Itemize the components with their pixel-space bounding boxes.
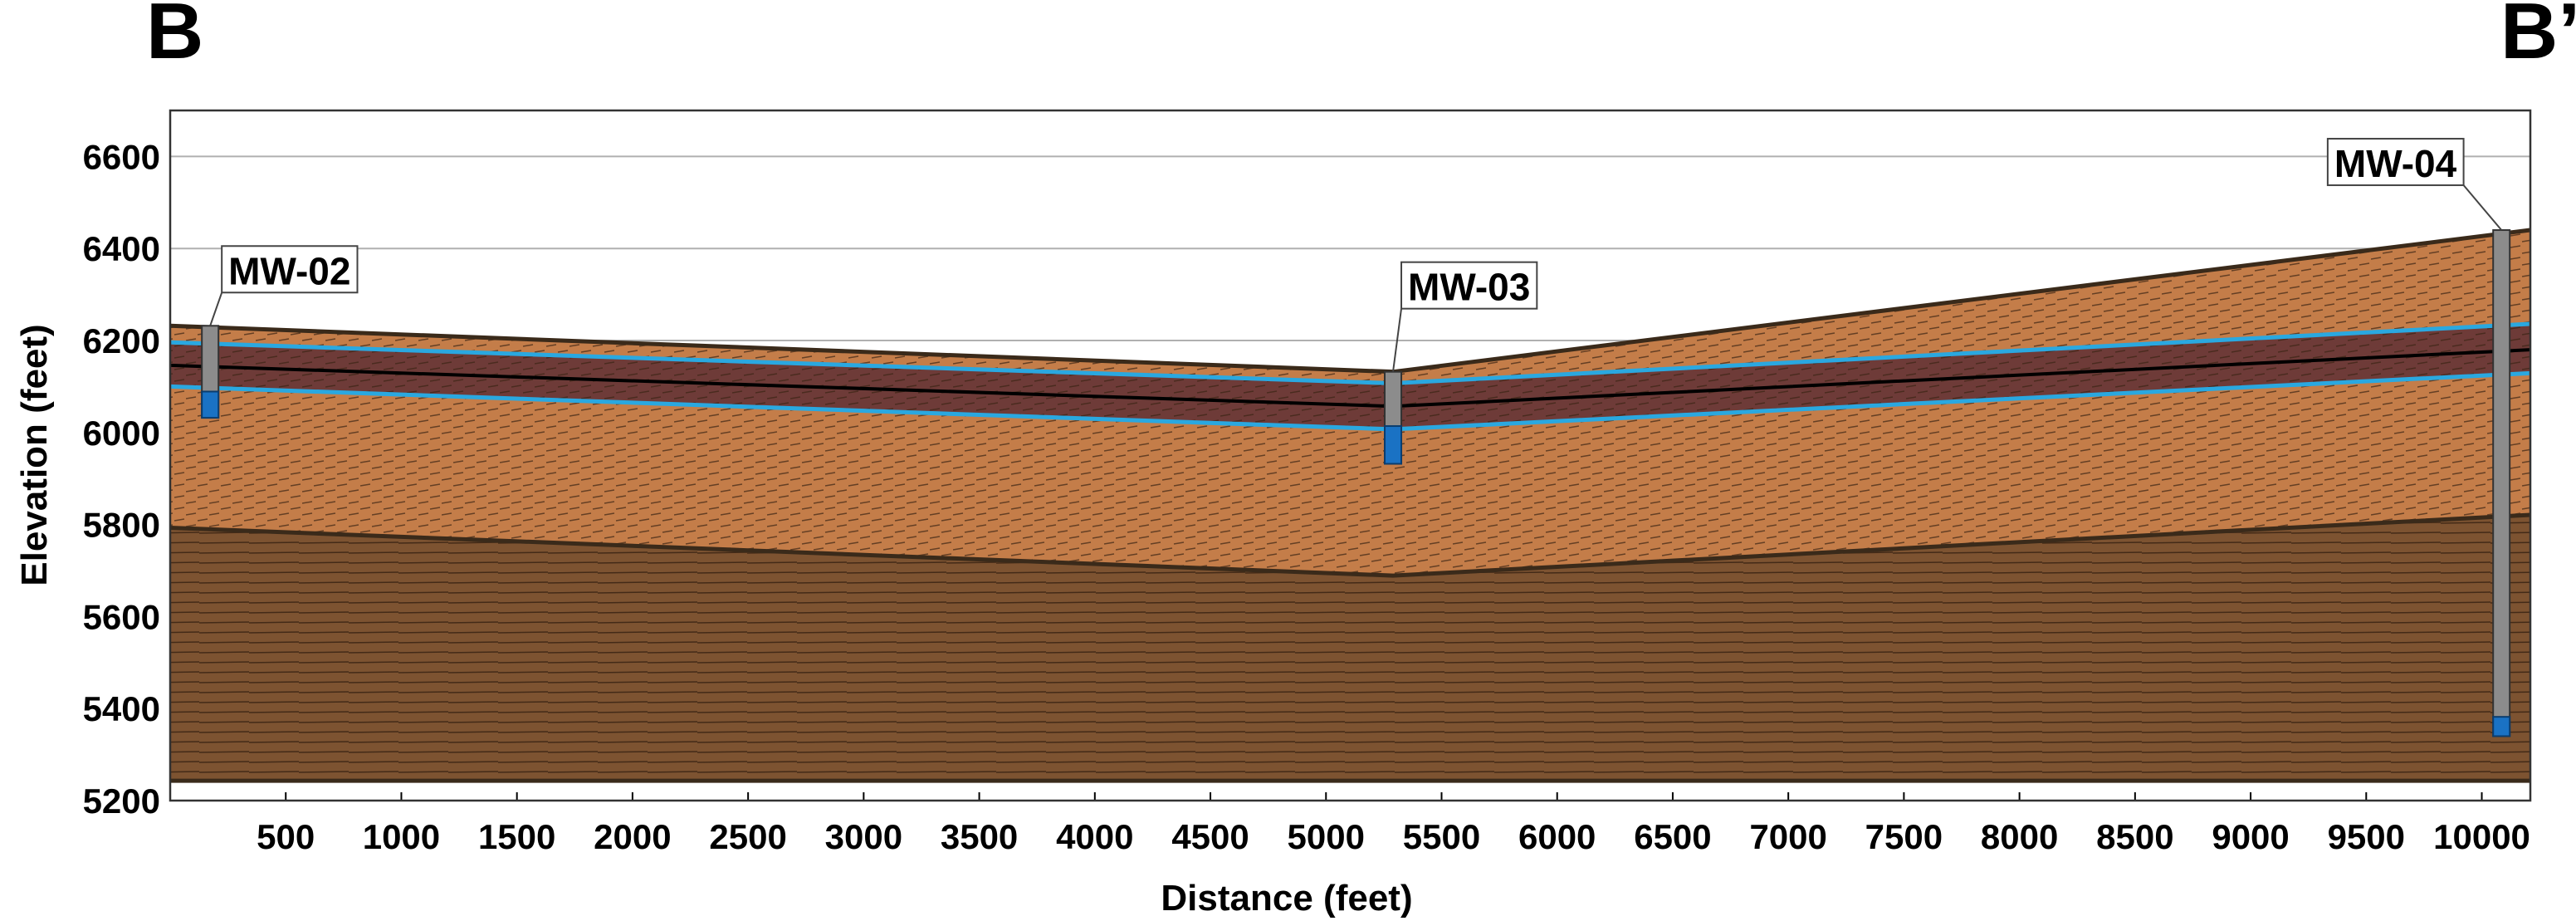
layer-hatch xyxy=(170,350,2530,429)
plot-frame xyxy=(169,109,2532,802)
well-label: MW-02 xyxy=(228,249,350,292)
x-tick-label: 5500 xyxy=(1403,817,1480,856)
x-tick-label: 2500 xyxy=(709,817,786,856)
y-tick-label: 5200 xyxy=(83,781,160,821)
x-tick-label: 9000 xyxy=(2212,817,2289,856)
y-tick-label: 5800 xyxy=(83,506,160,545)
start-label: B xyxy=(146,0,203,76)
x-axis-label: Distance (feet) xyxy=(1161,878,1412,919)
well-casing xyxy=(2492,229,2511,737)
well-leader xyxy=(209,291,223,326)
x-tick-label: 1000 xyxy=(363,817,440,856)
y-axis-label: Elevation (feet) xyxy=(14,324,55,585)
x-tick-label: 6000 xyxy=(1518,817,1596,856)
layer-hatch xyxy=(170,373,2530,576)
y-tick-label: 6200 xyxy=(83,321,160,360)
x-tick-label: 7000 xyxy=(1749,817,1826,856)
x-tick-label: 5000 xyxy=(1288,817,1365,856)
x-tick-label: 3500 xyxy=(941,817,1018,856)
well-screen xyxy=(2492,716,2511,737)
layer-hatch xyxy=(170,514,2530,781)
y-tick-label: 6600 xyxy=(83,137,160,176)
well-screen xyxy=(1384,425,1403,465)
y-tick-label: 6400 xyxy=(83,229,160,268)
x-tick-label: 8000 xyxy=(1981,817,2058,856)
well-screen xyxy=(201,390,220,419)
x-tick-label: 500 xyxy=(257,817,315,856)
well-label-box xyxy=(221,245,359,294)
well-label: MW-04 xyxy=(2334,142,2457,185)
x-tick-label: 2000 xyxy=(594,817,671,856)
x-tick-label: 10000 xyxy=(2433,817,2530,856)
well-label-box xyxy=(2326,138,2465,187)
well-label-box xyxy=(1400,261,1538,310)
well-leader xyxy=(1392,308,1403,372)
well-label: MW-03 xyxy=(1408,266,1530,309)
section xyxy=(170,228,2530,783)
well-leader xyxy=(2462,184,2502,231)
x-tick-label: 1500 xyxy=(478,817,555,856)
y-tick-label: 5400 xyxy=(83,689,160,728)
y-tick-label: 6000 xyxy=(83,414,160,453)
x-tick-label: 8500 xyxy=(2096,817,2173,856)
x-tick-label: 3000 xyxy=(825,817,902,856)
y-tick-label: 5600 xyxy=(83,597,160,636)
layer-hatch xyxy=(170,230,2530,384)
layer-hatch xyxy=(170,324,2530,407)
x-tick-label: 7500 xyxy=(1865,817,1943,856)
x-tick-label: 9500 xyxy=(2328,817,2405,856)
end-label: B’ xyxy=(2500,0,2576,76)
x-tick-label: 6500 xyxy=(1634,817,1711,856)
x-tick-label: 4000 xyxy=(1056,817,1133,856)
x-tick-label: 4500 xyxy=(1171,817,1249,856)
surface-line xyxy=(170,512,2530,578)
